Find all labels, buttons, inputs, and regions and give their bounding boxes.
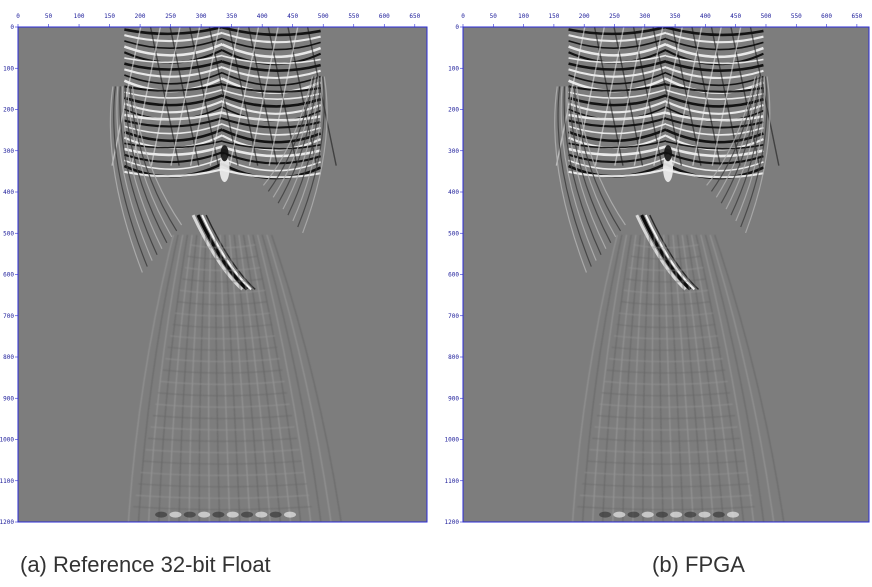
y-tick-label: 700 [448,313,459,320]
x-tick-label: 350 [226,13,237,20]
x-tick-label: 600 [379,13,390,20]
y-tick-label: 100 [3,65,14,72]
x-tick-label: 350 [670,13,681,20]
seismic-image-fpga: 0 50 100 150 200 250 300 350 400 450 500 550 600 650 0… [445,13,870,526]
y-tick-label: 600 [3,272,14,279]
deep-wavefield [572,234,785,522]
x-tick-label: 500 [318,13,329,20]
y-tick-label: 1200 [0,519,14,526]
x-tick-label: 450 [730,13,741,20]
caption-a: (a) Reference 32-bit Float [20,552,271,577]
x-tick-label: 0 [461,13,465,20]
caption-b: (b) FPGA [652,552,745,577]
y-tick-label: 100 [448,65,459,72]
y-tick-label: 400 [448,189,459,196]
diffraction-wavefronts [109,76,328,273]
x-tick-label: 550 [791,13,802,20]
x-tick-label: 250 [609,13,620,20]
y-tick-label: 200 [448,107,459,114]
x-tick-label: 600 [821,13,832,20]
x-tick-label: 550 [348,13,359,20]
diffraction-wavefronts [554,76,771,273]
x-tick-label: 150 [104,13,115,20]
x-tick-label: 200 [135,13,146,20]
x-tick-label: 500 [761,13,772,20]
x-tick-label: 650 [409,13,420,20]
x-tick-label: 450 [287,13,298,20]
y-tick-label: 800 [448,354,459,361]
panel-a: 0 50 100 150 200 250 300 350 400 450 500 550 600 650 0… [0,0,430,530]
y-tick-label: 1000 [0,437,14,444]
x-tick-label: 50 [45,13,53,20]
y-tick-label: 700 [3,313,14,320]
y-tick-label: 0 [455,24,459,31]
y-tick-label: 400 [3,189,14,196]
y-tick-label: 0 [10,24,14,31]
x-tick-label: 650 [851,13,862,20]
y-tick-label: 1100 [0,478,14,485]
bottom-reflection [155,511,296,518]
y-tick-label: 500 [3,230,14,237]
seismic-image-reference: 0 50 100 150 200 250 300 350 400 450 500 550 600 650 0… [0,13,428,526]
panel-b: 0 50 100 150 200 250 300 350 400 450 500 550 600 650 0… [445,0,872,530]
bottom-reflection [599,511,739,518]
y-tick-label: 600 [448,272,459,279]
y-tick-label: 500 [448,230,459,237]
y-tick-label: 1000 [445,437,459,444]
x-tick-label: 100 [74,13,85,20]
x-tick-label: 50 [490,13,498,20]
x-tick-label: 300 [196,13,207,20]
y-tick-label: 300 [448,148,459,155]
y-tick-label: 800 [3,354,14,361]
deep-wavefield [127,234,342,522]
x-tick-label: 400 [257,13,268,20]
y-tick-label: 200 [3,107,14,114]
x-tick-label: 150 [548,13,559,20]
x-tick-label: 250 [165,13,176,20]
y-tick-label: 900 [3,395,14,402]
x-tick-label: 400 [700,13,711,20]
x-tick-label: 0 [16,13,20,20]
y-tick-label: 1200 [445,519,459,526]
y-tick-label: 900 [448,395,459,402]
x-tick-label: 200 [579,13,590,20]
y-tick-label: 1100 [445,478,459,485]
x-tick-label: 100 [518,13,529,20]
y-tick-label: 300 [3,148,14,155]
x-tick-label: 300 [639,13,650,20]
